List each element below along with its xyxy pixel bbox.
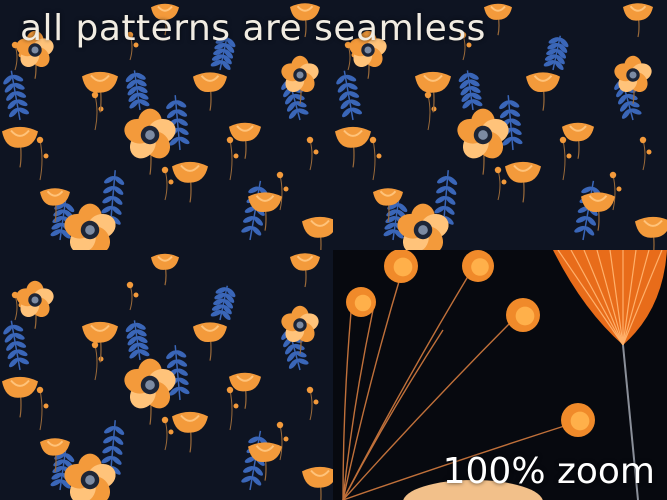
zoomed-flower-detail — [333, 250, 667, 500]
zoom-caption: 100% zoom — [442, 451, 655, 492]
zoom-detail-panel: 100% zoom — [333, 250, 667, 500]
headline-text: all patterns are seamless — [20, 8, 486, 49]
